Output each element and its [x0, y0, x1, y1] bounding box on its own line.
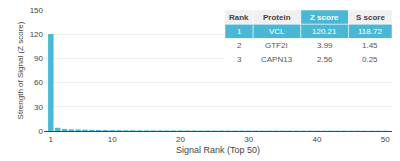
svg-text:120: 120: [30, 30, 44, 39]
svg-text:90: 90: [34, 54, 43, 63]
svg-text:Rank: Rank: [229, 13, 249, 22]
svg-text:Z score: Z score: [310, 13, 339, 22]
svg-text:2: 2: [237, 41, 242, 50]
svg-text:0: 0: [39, 127, 44, 136]
svg-text:3.99: 3.99: [317, 41, 333, 50]
svg-text:Signal Rank (Top 50): Signal Rank (Top 50): [176, 145, 260, 155]
svg-text:S score: S score: [356, 13, 385, 22]
svg-text:60: 60: [34, 78, 43, 87]
svg-text:VCL: VCL: [269, 27, 285, 36]
svg-text:0.25: 0.25: [362, 55, 378, 64]
svg-text:1.45: 1.45: [362, 41, 378, 50]
svg-text:150: 150: [30, 6, 44, 15]
svg-text:CAPN13: CAPN13: [261, 55, 293, 64]
svg-text:118.72: 118.72: [358, 27, 382, 36]
svg-text:30: 30: [244, 135, 253, 144]
svg-text:3: 3: [237, 55, 242, 64]
svg-text:2.56: 2.56: [317, 55, 333, 64]
svg-text:20: 20: [176, 135, 185, 144]
svg-text:30: 30: [34, 103, 43, 112]
svg-text:40: 40: [312, 135, 321, 144]
svg-text:Strength of Signal (Z score): Strength of Signal (Z score): [16, 21, 25, 119]
svg-text:1: 1: [237, 27, 242, 36]
svg-text:Protein: Protein: [263, 13, 291, 22]
svg-text:120.21: 120.21: [312, 27, 337, 36]
svg-text:GTF2I: GTF2I: [265, 41, 288, 50]
svg-text:50: 50: [381, 135, 390, 144]
svg-text:1: 1: [49, 135, 54, 144]
svg-text:10: 10: [108, 135, 117, 144]
